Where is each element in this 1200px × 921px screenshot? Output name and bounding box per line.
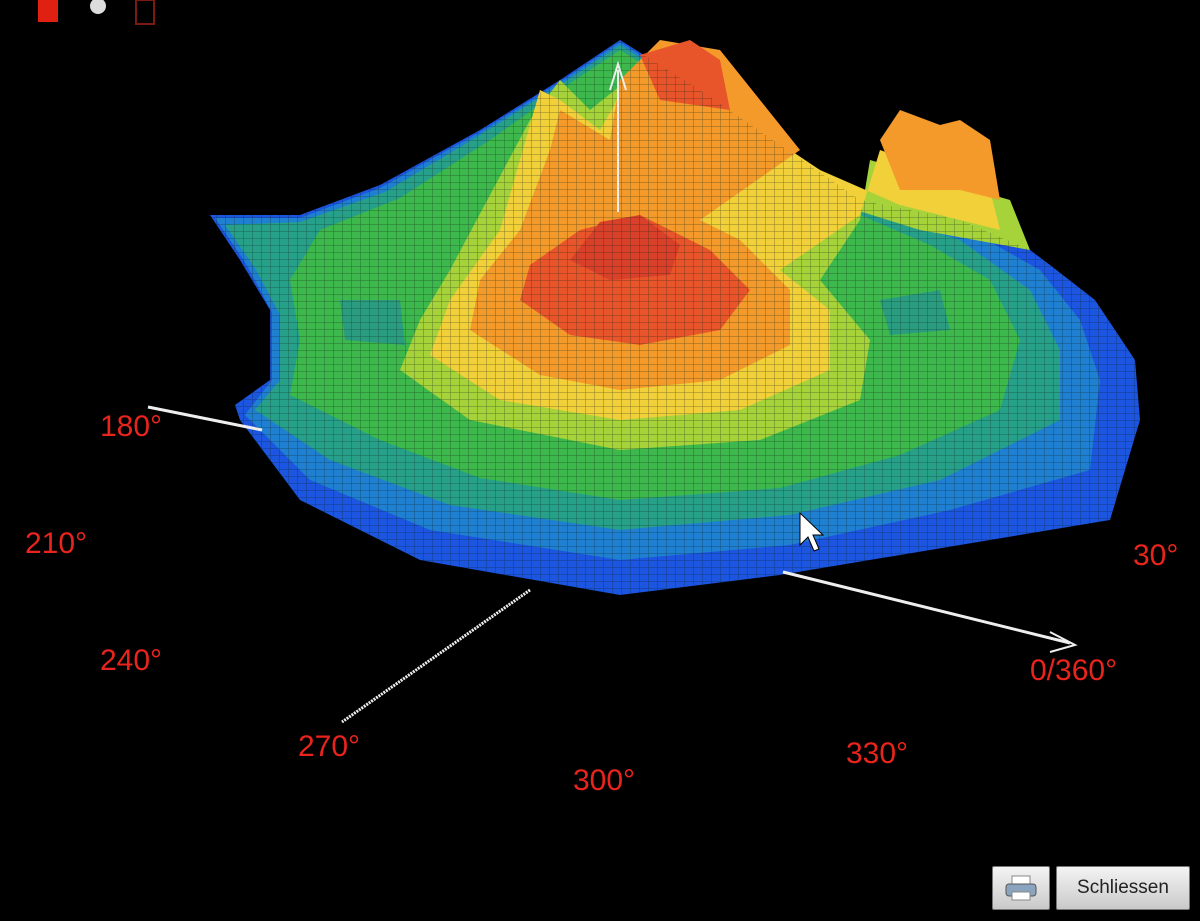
angle-label: 0/360°	[1030, 654, 1117, 687]
print-button[interactable]	[992, 866, 1050, 910]
surface	[210, 40, 1140, 595]
angle-labels: 180° 210° 240° 270° 300° 330° 0/360° 30°	[25, 410, 1178, 797]
print-icon	[1005, 875, 1037, 901]
axis-arrow	[1049, 631, 1078, 653]
mouse-cursor	[799, 511, 825, 552]
angle-label: 210°	[25, 527, 87, 560]
axes	[147, 60, 1078, 724]
angle-label: 240°	[100, 644, 162, 677]
toolbar-icon[interactable]	[135, 0, 155, 25]
toolbar-icon[interactable]	[90, 0, 106, 14]
angle-label: 30°	[1133, 539, 1178, 572]
axis-arrow	[609, 60, 627, 91]
toolbar-icon[interactable]	[38, 0, 58, 22]
axis-line	[341, 588, 531, 724]
angle-label: 300°	[573, 764, 635, 797]
angle-label: 180°	[100, 410, 162, 443]
angle-label: 330°	[846, 737, 908, 770]
angle-label: 270°	[298, 730, 360, 763]
close-button[interactable]: Schliessen	[1056, 866, 1190, 910]
axis-line	[147, 405, 263, 432]
axis-line	[782, 570, 1071, 645]
